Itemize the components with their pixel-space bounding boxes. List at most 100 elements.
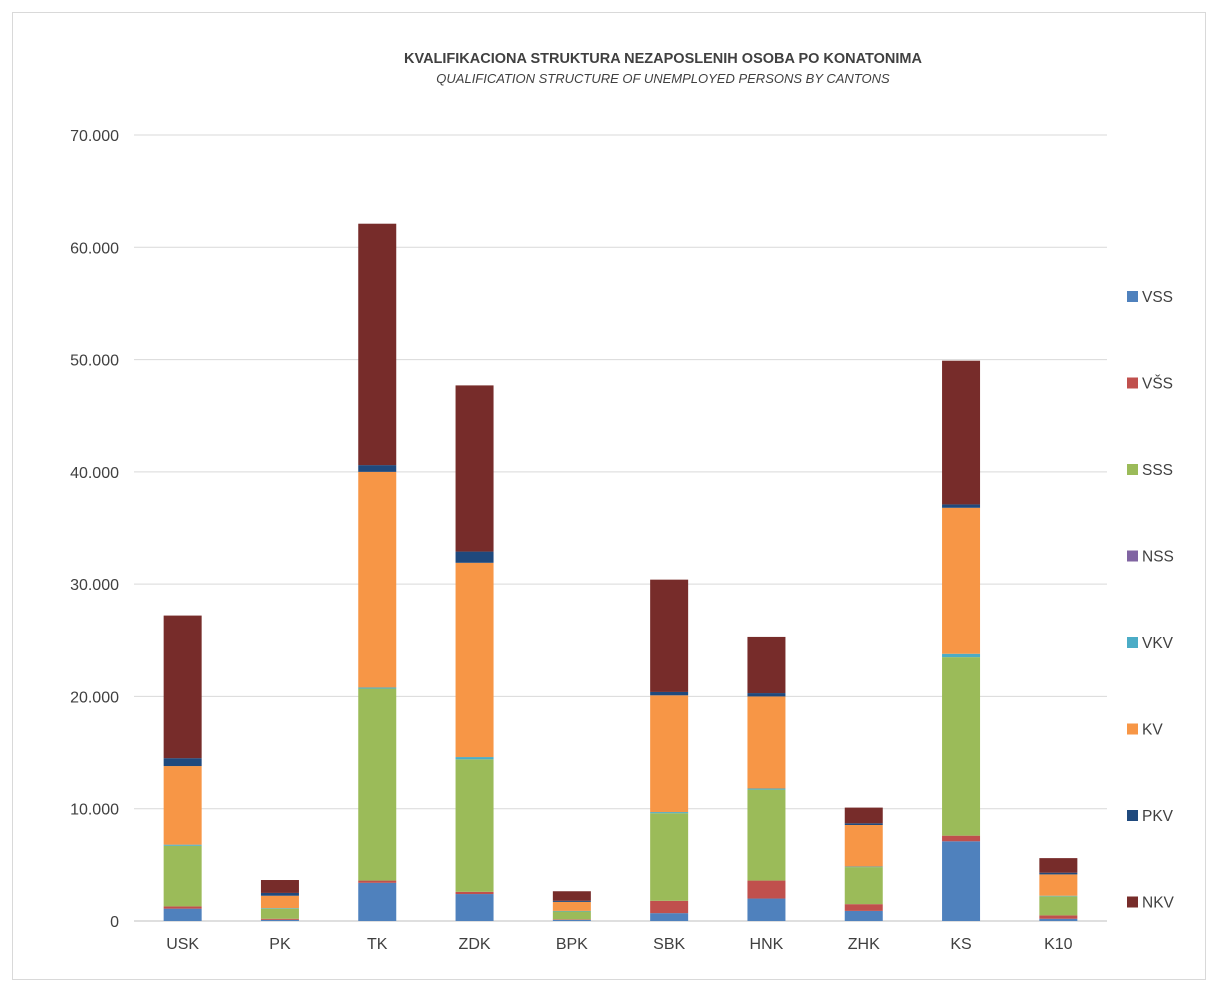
bar-segment-všs-tk xyxy=(358,880,397,883)
chart-frame: KVALIFIKACIONA STRUKTURA NEZAPOSLENIH OS… xyxy=(12,12,1206,980)
bar-segment-pkv-bpk xyxy=(552,900,591,902)
bar-segment-vss-k10 xyxy=(1039,918,1078,921)
legend-label-sss: SSS xyxy=(1142,462,1173,479)
bar-segment-vkv-bpk xyxy=(552,910,591,912)
legend-swatch-nss xyxy=(1127,550,1138,562)
bar-segment-vkv-pk xyxy=(260,908,299,909)
bar-segment-vkv-sbk xyxy=(650,812,689,814)
bar-segment-všs-k10 xyxy=(1039,915,1078,919)
x-tick-label: HNK xyxy=(750,936,784,953)
bar-segment-všs-bpk xyxy=(552,919,591,920)
bar-segment-sss-hnk xyxy=(747,789,786,881)
legend-label-pkv: PKV xyxy=(1142,808,1174,825)
bar-segment-všs-usk xyxy=(163,906,202,909)
bar-segment-pkv-sbk xyxy=(650,691,689,696)
legend-label-nss: NSS xyxy=(1142,549,1174,566)
x-tick-label: ZHK xyxy=(848,936,880,953)
x-axis: USK PK TK ZDK BPK SBK HNK ZHK KS K10 xyxy=(166,936,1072,953)
bar-segment-vkv-tk xyxy=(358,687,397,689)
bar-segment-pkv-pk xyxy=(260,892,299,896)
bar-segment-kv-zdk xyxy=(455,562,494,758)
bar-segment-nkv-ks xyxy=(942,360,981,505)
legend-swatch-pkv xyxy=(1127,810,1138,821)
bar-segment-sss-bpk xyxy=(552,911,591,920)
bar-segment-sss-sbk xyxy=(650,813,689,901)
y-tick-label: 20.000 xyxy=(70,689,119,706)
bar-segment-sss-usk xyxy=(163,845,202,907)
x-tick-label: TK xyxy=(367,936,388,953)
bar-segment-vss-hnk xyxy=(747,898,786,921)
bar-segment-pkv-k10 xyxy=(1039,872,1078,875)
y-tick-label: 50.000 xyxy=(70,353,119,370)
bar-segment-pkv-zhk xyxy=(844,823,883,825)
bar-segment-pkv-hnk xyxy=(747,693,786,697)
legend-label-vss: VSS xyxy=(1142,289,1173,306)
bar-segment-vss-ks xyxy=(942,841,981,921)
bar-segment-pkv-usk xyxy=(163,758,202,767)
y-tick-label: 10.000 xyxy=(70,802,119,819)
bar-segment-vss-pk xyxy=(260,919,299,921)
bar-segment-vkv-zhk xyxy=(844,866,883,868)
bar-segment-nkv-pk xyxy=(260,880,299,893)
legend-label-nkv: NKV xyxy=(1142,895,1175,912)
bar-segment-nkv-k10 xyxy=(1039,858,1078,873)
bar-segment-sss-zhk xyxy=(844,867,883,905)
bar-segment-sss-pk xyxy=(260,908,299,919)
bar-segment-sss-ks xyxy=(942,657,981,836)
y-tick-label: 40.000 xyxy=(70,465,119,482)
bar-segment-kv-hnk xyxy=(747,696,786,789)
bar-segment-sss-k10 xyxy=(1039,896,1078,916)
bar-segment-nkv-usk xyxy=(163,615,202,759)
gridlines xyxy=(134,134,1107,922)
bar-segment-nkv-tk xyxy=(358,223,397,466)
bar-segment-vss-bpk xyxy=(552,919,591,921)
bar-segment-vss-zhk xyxy=(844,910,883,921)
y-tick-label: 30.000 xyxy=(70,577,119,594)
x-tick-label: K10 xyxy=(1044,936,1073,953)
stacked-bar-chart: KVALIFIKACIONA STRUKTURA NEZAPOSLENIH OS… xyxy=(70,51,1175,953)
bar-segment-pkv-zdk xyxy=(455,551,494,563)
bar-segment-pkv-ks xyxy=(942,504,981,508)
legend-swatch-vss xyxy=(1127,291,1138,302)
x-tick-label: KS xyxy=(950,936,971,953)
bar-segment-kv-ks xyxy=(942,507,981,654)
bar-segment-všs-hnk xyxy=(747,880,786,899)
x-tick-label: USK xyxy=(166,936,199,953)
y-tick-label: 0 xyxy=(110,914,119,931)
x-tick-label: BPK xyxy=(556,936,588,953)
bar-segment-kv-bpk xyxy=(552,901,591,911)
bar-segment-vss-sbk xyxy=(650,913,689,921)
bar-segment-vkv-zdk xyxy=(455,757,494,760)
bar-segment-nkv-zhk xyxy=(844,807,883,824)
legend-swatch-kv xyxy=(1127,723,1138,735)
x-tick-label: PK xyxy=(269,936,291,953)
bar-segment-vss-tk xyxy=(358,882,397,921)
bar-segment-kv-zhk xyxy=(844,824,883,867)
bar-segment-kv-usk xyxy=(163,766,202,845)
bar-segment-kv-tk xyxy=(358,471,397,688)
bar-segment-nkv-zdk xyxy=(455,385,494,552)
bar-segment-všs-zdk xyxy=(455,891,494,895)
x-tick-label: ZDK xyxy=(459,936,491,953)
bar-segment-kv-k10 xyxy=(1039,874,1078,896)
legend-label-kv: KV xyxy=(1142,722,1163,739)
bars xyxy=(163,223,1078,921)
bar-segment-vkv-usk xyxy=(163,844,202,846)
y-tick-label: 60.000 xyxy=(70,240,119,257)
y-tick-label: 70.000 xyxy=(70,128,119,145)
legend: VSS VŠS SSS NSS VKV KV PKV NKV xyxy=(1127,289,1175,912)
bar-segment-sss-zdk xyxy=(455,759,494,892)
bar-segment-kv-pk xyxy=(260,895,299,909)
chart-title: KVALIFIKACIONA STRUKTURA NEZAPOSLENIH OS… xyxy=(404,51,923,67)
bar-segment-vss-zdk xyxy=(455,894,494,921)
chart-subtitle: QUALIFICATION STRUCTURE OF UNEMPLOYED PE… xyxy=(436,71,890,86)
bar-segment-všs-zhk xyxy=(844,904,883,911)
legend-swatch-všs xyxy=(1127,377,1138,389)
bar-segment-všs-pk xyxy=(260,918,299,920)
bar-segment-vkv-hnk xyxy=(747,788,786,790)
bar-segment-kv-sbk xyxy=(650,695,689,813)
legend-swatch-sss xyxy=(1127,464,1138,475)
legend-swatch-vkv xyxy=(1127,637,1138,648)
bar-segment-všs-sbk xyxy=(650,900,689,914)
legend-label-vkv: VKV xyxy=(1142,635,1174,652)
